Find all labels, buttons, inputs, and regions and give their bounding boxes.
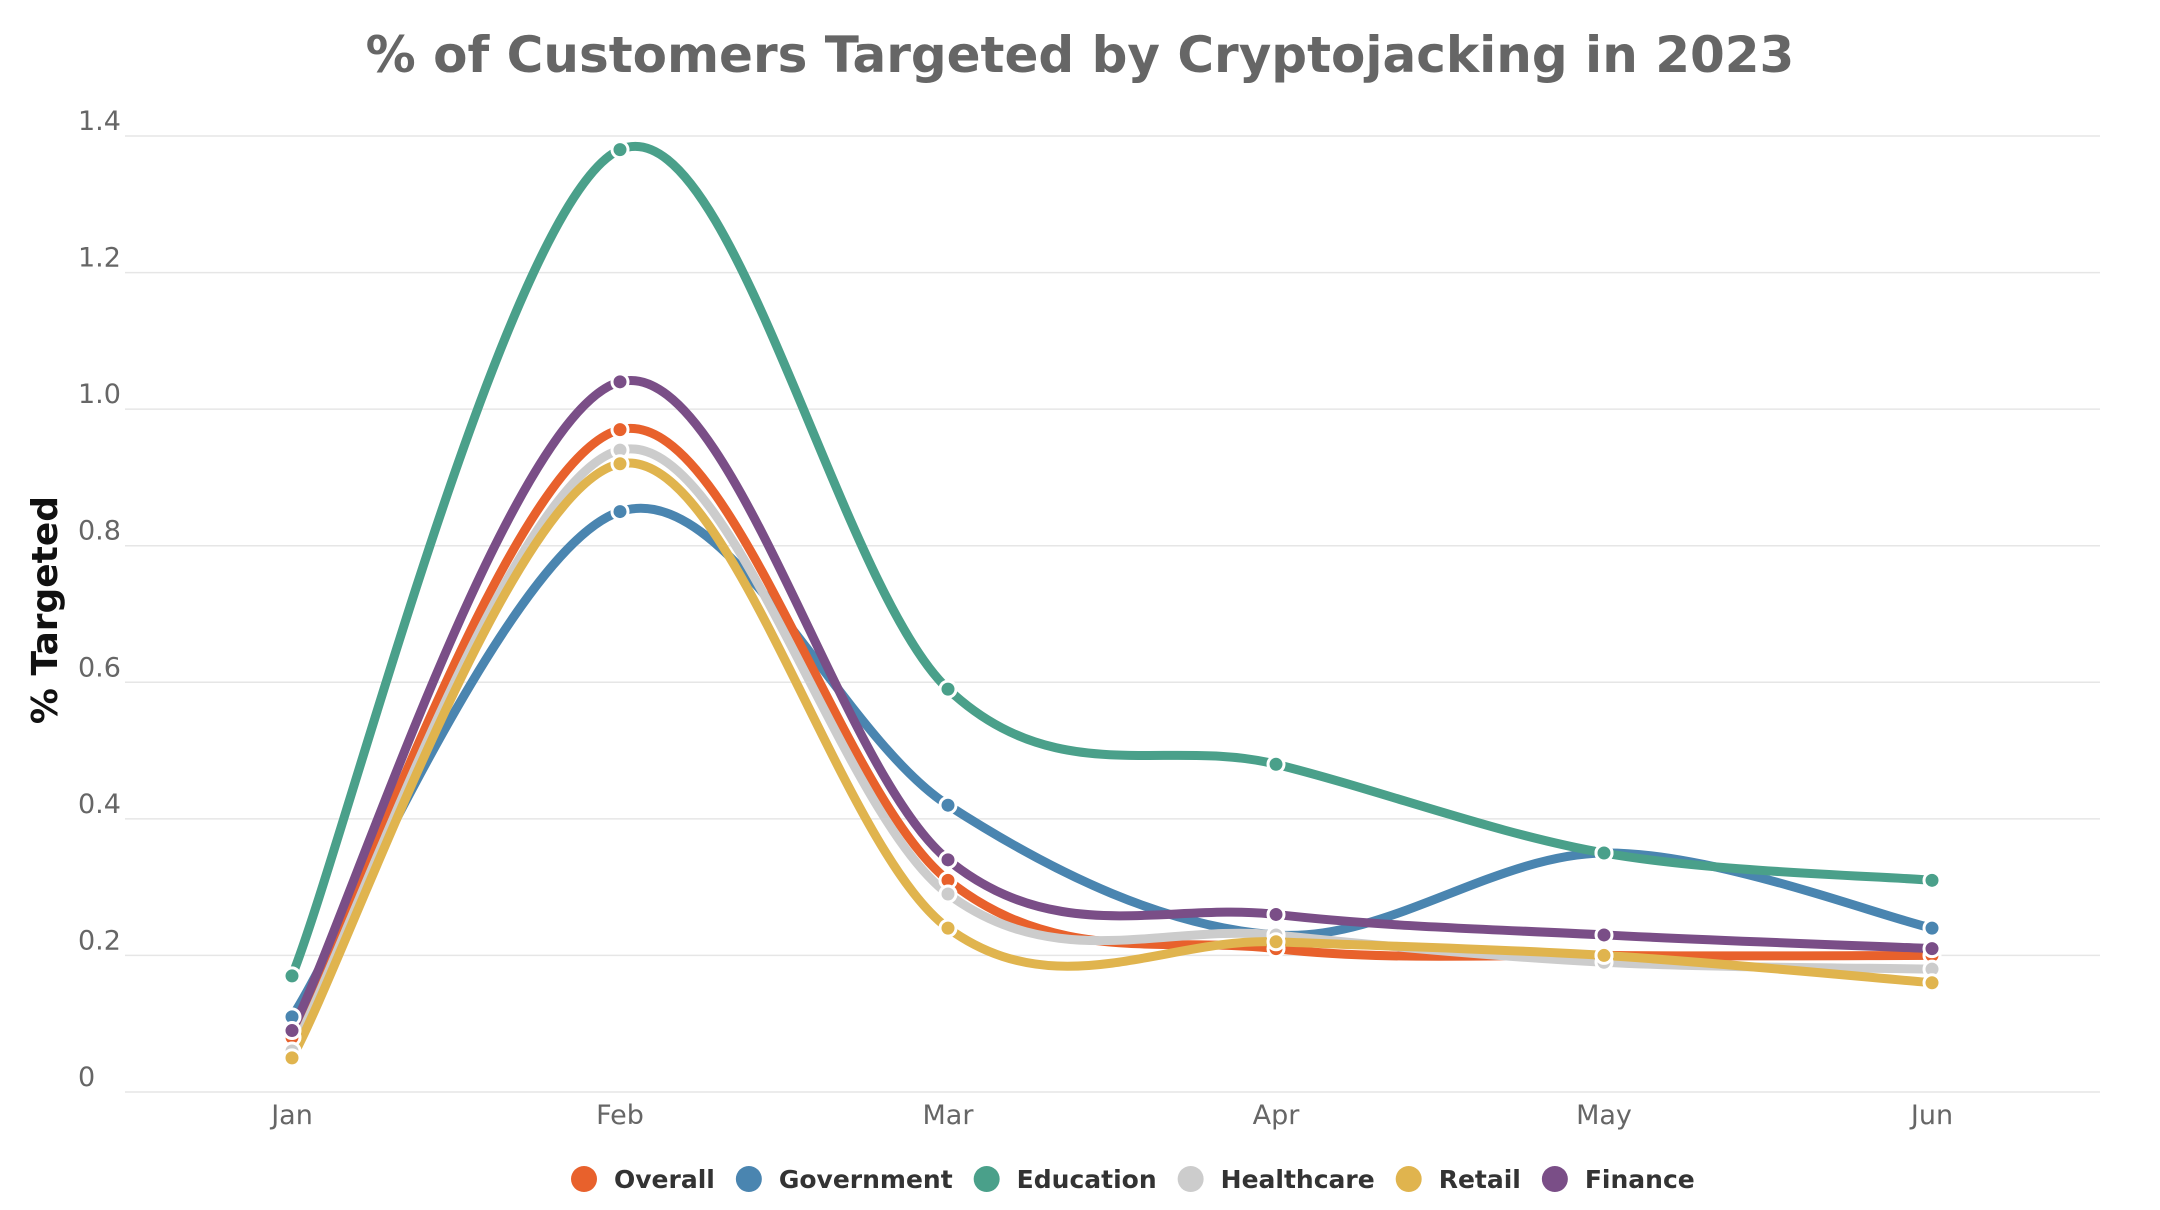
y-tick-label: 0.6 — [78, 652, 121, 683]
x-tick-label: Jan — [269, 1100, 313, 1131]
series-line-education — [287, 142, 1937, 981]
data-point-finance — [938, 850, 958, 870]
legend-item-finance[interactable]: Finance — [1541, 1165, 1695, 1194]
y-tick-label: 0.8 — [78, 516, 121, 547]
data-point-government — [938, 795, 958, 815]
y-tick-label: 1.0 — [78, 379, 121, 410]
legend-marker-education — [973, 1166, 1000, 1192]
data-point-finance — [1266, 904, 1286, 924]
data-point-retail — [1594, 945, 1614, 965]
data-point-retail — [1922, 973, 1942, 993]
data-point-education — [938, 679, 958, 699]
y-axis-ticks: 0 0.2 0.4 0.6 0.8 1.0 1.2 1.4 — [78, 106, 121, 1093]
data-points — [282, 140, 1942, 1068]
legend-label-government: Government — [779, 1165, 953, 1194]
data-point-retail — [938, 918, 958, 938]
x-tick-label: May — [1576, 1100, 1632, 1131]
data-point-retail — [610, 454, 630, 474]
data-point-retail — [1266, 932, 1286, 952]
data-point-education — [282, 966, 302, 986]
data-point-education — [1922, 870, 1942, 890]
legend-label-education: Education — [1017, 1165, 1157, 1194]
y-axis-label: % Targeted — [25, 496, 66, 724]
data-point-overall — [610, 420, 630, 440]
legend-item-government[interactable]: Government — [735, 1165, 953, 1194]
gridlines — [125, 135, 2100, 1093]
data-point-government — [1922, 918, 1942, 938]
legend-marker-government — [735, 1166, 762, 1192]
legend-marker-retail — [1395, 1166, 1422, 1192]
x-axis-ticks: Jan Feb Mar Apr May Jun — [269, 1100, 1953, 1131]
x-tick-label: Mar — [923, 1100, 975, 1131]
legend-label-overall: Overall — [614, 1165, 715, 1194]
legend-label-finance: Finance — [1585, 1165, 1695, 1194]
legend-item-healthcare[interactable]: Healthcare — [1177, 1165, 1375, 1194]
x-tick-label: Jun — [1909, 1100, 1953, 1131]
y-tick-label: 0 — [78, 1062, 95, 1093]
series-line-overall — [287, 423, 1937, 1042]
legend-item-retail[interactable]: Retail — [1395, 1165, 1521, 1194]
legend-label-retail: Retail — [1439, 1165, 1521, 1194]
y-tick-label: 0.4 — [78, 789, 121, 820]
data-point-education — [610, 140, 630, 160]
y-tick-label: 0.2 — [78, 925, 121, 956]
data-point-retail — [282, 1048, 302, 1068]
series-lines — [287, 142, 1937, 1063]
legend-label-healthcare: Healthcare — [1221, 1165, 1375, 1194]
data-point-education — [1594, 843, 1614, 863]
x-tick-label: Apr — [1253, 1100, 1301, 1131]
legend-marker-finance — [1541, 1166, 1568, 1192]
legend-item-overall[interactable]: Overall — [571, 1165, 715, 1194]
legend-item-education[interactable]: Education — [973, 1165, 1157, 1194]
data-point-finance — [282, 1021, 302, 1041]
chart-title: % of Customers Targeted by Cryptojacking… — [366, 26, 1795, 84]
data-point-education — [1266, 754, 1286, 774]
legend-marker-healthcare — [1177, 1166, 1204, 1192]
data-point-finance — [1594, 925, 1614, 945]
x-tick-label: Feb — [596, 1100, 644, 1131]
y-tick-label: 1.2 — [78, 243, 121, 274]
legend-marker-overall — [571, 1166, 597, 1192]
data-point-finance — [610, 372, 630, 392]
y-tick-label: 1.4 — [78, 106, 121, 137]
legend: Overall Government Education Healthcare Reta… — [571, 1165, 1695, 1194]
series-line-finance — [287, 375, 1937, 1036]
data-point-government — [610, 502, 630, 522]
data-point-finance — [1922, 939, 1942, 959]
data-point-healthcare — [938, 884, 958, 904]
